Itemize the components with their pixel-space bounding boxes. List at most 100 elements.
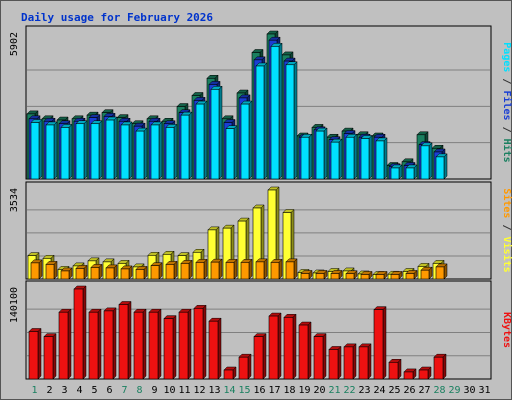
hits-files-pages-bar-pages-side xyxy=(263,62,268,180)
x-tick-label: 4 xyxy=(76,385,82,396)
kbytes-bar-kbytes-side xyxy=(127,300,132,380)
visits-sites-bar-sites xyxy=(345,273,355,280)
x-tick-label: 23 xyxy=(358,385,370,396)
hits-files-pages-bar-pages-side xyxy=(233,125,238,180)
visits-sites-bar-sites xyxy=(375,274,385,280)
kbytes-bar-kbytes-side xyxy=(262,332,267,380)
kbytes-bar-kbytes xyxy=(163,318,174,380)
kbytes-bar-kbytes-side xyxy=(37,327,42,380)
x-tick-label: 10 xyxy=(163,385,175,396)
visits-sites-bar-sites xyxy=(45,264,55,280)
visits-sites-bar-sites xyxy=(105,267,115,280)
kbytes-bar-kbytes xyxy=(58,311,69,380)
hits-files-pages-bar-pages-side xyxy=(428,142,433,180)
kbytes-bar-kbytes xyxy=(103,310,114,380)
visits-sites-bar-sites-side xyxy=(53,260,58,280)
hits-files-pages-bar-pages-side xyxy=(443,153,448,180)
hits-files-pages-bar-pages-side xyxy=(158,121,163,180)
x-tick-label: 12 xyxy=(193,385,205,396)
chart-title: Daily usage for February 2026 xyxy=(21,11,213,24)
kbytes-bar-kbytes xyxy=(373,309,384,380)
x-tick-label: 2 xyxy=(46,385,52,396)
visits-sites-bar-sites xyxy=(405,273,415,280)
kbytes-bar-kbytes xyxy=(283,317,294,380)
visits-sites-bar-sites-side xyxy=(293,258,298,280)
visits-sites-bar-sites-side xyxy=(38,259,43,280)
hits-files-pages-bar-pages xyxy=(195,103,205,180)
kbytes-bar-kbytes xyxy=(388,361,399,380)
hits-files-pages-bar-pages-side xyxy=(353,133,358,180)
kbytes-axis-label-part: KBytes xyxy=(501,312,512,348)
x-tick-label: 26 xyxy=(403,385,415,396)
hits-files-pages-bar-pages xyxy=(240,103,250,180)
kbytes-axis-label: KBytes xyxy=(501,312,512,348)
kbytes-bar-kbytes xyxy=(433,356,444,380)
hits-files-pages-axis-label-part: / xyxy=(501,72,512,90)
hits-files-pages-bar-pages xyxy=(180,114,190,180)
kbytes-bar-kbytes-side xyxy=(202,304,207,380)
visits-sites-axis-label-part: Visits xyxy=(501,237,512,273)
hits-files-pages-bar-pages-side xyxy=(143,127,148,180)
visits-sites-bar-sites-side xyxy=(263,258,268,280)
kbytes-bar-kbytes-side xyxy=(112,307,117,380)
x-tick-label: 17 xyxy=(268,385,280,396)
kbytes-bar-kbytes-side xyxy=(337,345,342,380)
hits-files-pages-axis-label-part: Hits xyxy=(501,139,512,163)
visits-sites-bar-sites xyxy=(240,262,250,280)
x-tick-label: 20 xyxy=(313,385,325,396)
hits-files-pages-bar-pages xyxy=(255,65,265,180)
visits-sites-axis-label-part: Sites xyxy=(501,188,512,218)
visits-sites-bar-sites xyxy=(315,273,325,280)
x-tick-label: 21 xyxy=(328,385,340,396)
kbytes-bar-kbytes xyxy=(28,331,39,380)
x-tick-label: 9 xyxy=(151,385,157,396)
kbytes-bar-kbytes-side xyxy=(82,285,87,380)
visits-sites-bar-sites xyxy=(285,261,295,280)
visits-sites-bar-sites xyxy=(180,263,190,280)
hits-files-pages-bar-pages xyxy=(300,136,310,180)
x-tick-label: 27 xyxy=(418,385,430,396)
visits-sites-bar-sites-side xyxy=(248,258,253,280)
hits-files-pages-bar-pages-side xyxy=(203,100,208,180)
hits-files-pages-bar-pages-side xyxy=(293,61,298,180)
hits-files-pages-bar-pages-side xyxy=(323,127,328,180)
visits-sites-bar-sites xyxy=(165,264,175,280)
hits-files-pages-axis-label-part: Files xyxy=(501,90,512,120)
hits-files-pages-bar-pages xyxy=(150,124,160,180)
x-tick-label: 11 xyxy=(178,385,190,396)
x-tick-label: 6 xyxy=(106,385,112,396)
hits-files-pages-axis-label: Pages / Files / Hits xyxy=(501,42,512,162)
x-tick-label: 19 xyxy=(298,385,310,396)
kbytes-bar-kbytes xyxy=(418,369,429,380)
x-tick-label: 22 xyxy=(343,385,355,396)
kbytes-bar-kbytes xyxy=(178,311,189,380)
hits-files-pages-bar-pages xyxy=(390,167,400,180)
kbytes-bar-kbytes-side xyxy=(292,313,297,380)
kbytes-bar-kbytes xyxy=(403,371,414,380)
hits-files-pages-bar-pages-side xyxy=(308,133,313,180)
hits-files-pages-bar-pages-side xyxy=(218,85,223,180)
kbytes-bar-kbytes-side xyxy=(442,353,447,380)
visits-sites-bar-sites xyxy=(435,266,445,280)
kbytes-bar-kbytes xyxy=(238,356,249,380)
hits-files-pages-bar-pages-side xyxy=(383,137,388,180)
kbytes-bar-kbytes xyxy=(253,336,264,380)
hits-files-pages-bar-pages-side xyxy=(248,100,253,180)
hits-files-pages-bar-pages xyxy=(270,46,280,180)
kbytes-bar-kbytes-side xyxy=(367,343,372,380)
hits-files-pages-bar-pages xyxy=(30,122,40,180)
visits-sites-bar-sites xyxy=(150,265,160,280)
kbytes-bar-kbytes-side xyxy=(307,321,312,380)
kbytes-bar-kbytes-side xyxy=(352,343,357,380)
kbytes-bar-kbytes-side xyxy=(52,332,57,380)
hits-files-pages-bar-pages-side xyxy=(128,121,133,180)
kbytes-bar-kbytes xyxy=(223,369,234,380)
kbytes-bar-kbytes-side xyxy=(172,315,177,380)
hits-files-pages-bar-pages xyxy=(360,138,370,180)
visits-sites-bar-sites xyxy=(300,273,310,280)
hits-files-pages-bar-pages xyxy=(75,123,85,180)
kbytes-bar-kbytes-side xyxy=(247,353,252,380)
visits-sites-bar-sites-side xyxy=(203,258,208,280)
hits-files-pages-bar-pages-side xyxy=(38,118,43,180)
